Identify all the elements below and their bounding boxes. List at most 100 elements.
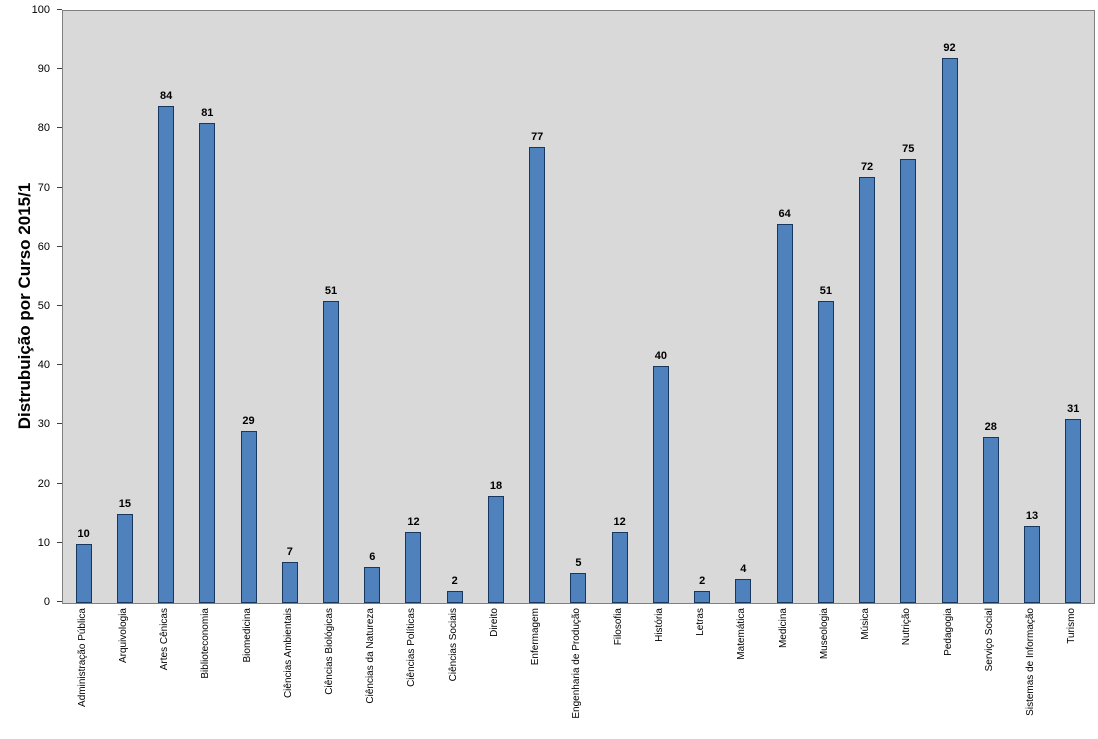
x-label-slot: Música [845, 608, 886, 736]
bar [652, 366, 669, 603]
x-axis-category-label: Sistemas de Informação [1025, 608, 1036, 716]
x-label-slot: Artes Cênicas [144, 608, 185, 736]
y-tick-label: 60 [37, 240, 50, 253]
y-tick-mark [57, 127, 62, 129]
bar [240, 431, 257, 603]
y-tick-label: 50 [37, 300, 50, 312]
bar [158, 105, 175, 603]
bar [859, 176, 876, 603]
x-label-slot: Sistemas de Informação [1010, 608, 1051, 736]
x-axis-category-label: Administração Pública [76, 608, 88, 707]
bar-slot: 18 [475, 11, 516, 603]
bar-value-label: 12 [613, 515, 626, 528]
bar-slot: 2 [434, 11, 475, 603]
x-label-slot: Ciências Ambientais [268, 608, 309, 736]
y-tick-mark [57, 364, 62, 366]
bar [941, 58, 958, 603]
bar-value-label: 75 [902, 143, 915, 155]
x-axis-category-label: Biomedicina [241, 608, 253, 663]
y-tick-label: 10 [37, 536, 50, 549]
bar [611, 531, 628, 603]
bar [570, 573, 587, 603]
bar-value-label: 18 [489, 480, 503, 493]
y-tick-label: 80 [37, 122, 50, 135]
y-tick-mark [57, 482, 62, 484]
bar-value-label: 92 [943, 42, 956, 55]
x-label-slot: Turismo [1052, 608, 1093, 736]
bar [529, 147, 546, 603]
y-tick-mark [57, 186, 62, 188]
bar [75, 543, 92, 603]
bar [982, 437, 999, 603]
x-axis-category-label: Direito [488, 608, 500, 637]
bar-value-label: 64 [778, 208, 791, 221]
bar [776, 224, 793, 603]
bar [323, 301, 340, 603]
bar-slot: 12 [393, 11, 434, 603]
x-axis-category-label: Turismo [1066, 608, 1078, 644]
x-label-slot: Biomedicina [227, 608, 268, 736]
x-label-slot: Serviço Social [969, 608, 1010, 736]
x-axis-category-label: Engenharia de Produção [571, 608, 583, 719]
x-label-slot: Administração Pública [62, 608, 103, 736]
x-label-slot: Nutrição [887, 608, 928, 736]
y-tick-mark [57, 305, 62, 306]
bar [900, 159, 917, 603]
bar-value-label: 7 [286, 545, 293, 558]
bar-value-label: 15 [118, 498, 131, 511]
bar [1065, 419, 1082, 603]
x-label-slot: Arquivologia [103, 608, 144, 736]
y-axis: 0 10 20 30 40 50 60 70 80 90 100 [0, 4, 62, 608]
bar-slot: 51 [310, 11, 351, 603]
x-axis-category-label: Serviço Social [983, 608, 995, 672]
bar-value-label: 2 [451, 575, 458, 588]
bar [281, 561, 298, 603]
bar [735, 579, 752, 603]
x-label-slot: Direito [474, 608, 515, 736]
bars-row: 10 15 84 81 29 7 51 6 12 2 18 77 5 12 40 2 4 64 51 72 75 92 28… [63, 11, 1094, 603]
bar-value-label: 40 [654, 350, 668, 363]
bar-slot: 92 [929, 11, 970, 603]
bar-slot: 7 [269, 11, 310, 603]
bar-slot: 40 [640, 11, 681, 603]
x-label-slot: Matemática [722, 608, 763, 736]
bar-slot: 75 [888, 11, 929, 603]
bar [817, 301, 834, 603]
bar-value-label: 84 [159, 89, 173, 102]
x-label-slot: Ciências Biológicas [309, 608, 350, 736]
x-label-slot: Filosofia [598, 608, 639, 736]
bar-value-label: 12 [407, 515, 420, 528]
bar-value-label: 81 [201, 107, 214, 120]
bar-value-label: 31 [1067, 403, 1080, 416]
x-axis-category-label: Nutrição [901, 608, 913, 646]
bar-slot: 77 [517, 11, 558, 603]
x-label-slot: Ciências Sociais [433, 608, 474, 736]
x-axis-category-label: Artes Cênicas [159, 608, 171, 671]
bar-slot: 2 [682, 11, 723, 603]
x-label-slot: História [639, 608, 680, 736]
y-tick-mark [57, 245, 62, 247]
bar-slot: 13 [1011, 11, 1052, 603]
bar-value-label: 5 [575, 557, 582, 570]
y-tick-mark [57, 9, 62, 10]
bar-slot: 84 [145, 11, 186, 603]
x-label-slot: Ciências Políticas [392, 608, 433, 736]
y-tick-label: 40 [37, 359, 50, 372]
bar-slot: 10 [63, 11, 104, 603]
y-tick-mark [57, 423, 62, 425]
bar-value-label: 77 [531, 131, 544, 144]
x-label-slot: Medicina [763, 608, 804, 736]
bar-value-label: 6 [369, 551, 376, 564]
bar [364, 567, 381, 603]
x-axis-category-label: Letras [695, 608, 707, 636]
bar-slot: 51 [805, 11, 846, 603]
plot-area: 10 15 84 81 29 7 51 6 12 2 18 77 5 12 40 2 4 64 51 72 75 92 28… [62, 10, 1095, 604]
bar [487, 496, 504, 603]
y-tick-mark [57, 541, 62, 543]
x-axis-category-label: Música [860, 608, 872, 640]
bar-slot: 81 [187, 11, 228, 603]
x-axis-category-label: Filosofia [612, 608, 624, 646]
bar-value-label: 51 [324, 285, 338, 298]
bar-slot: 28 [970, 11, 1011, 603]
